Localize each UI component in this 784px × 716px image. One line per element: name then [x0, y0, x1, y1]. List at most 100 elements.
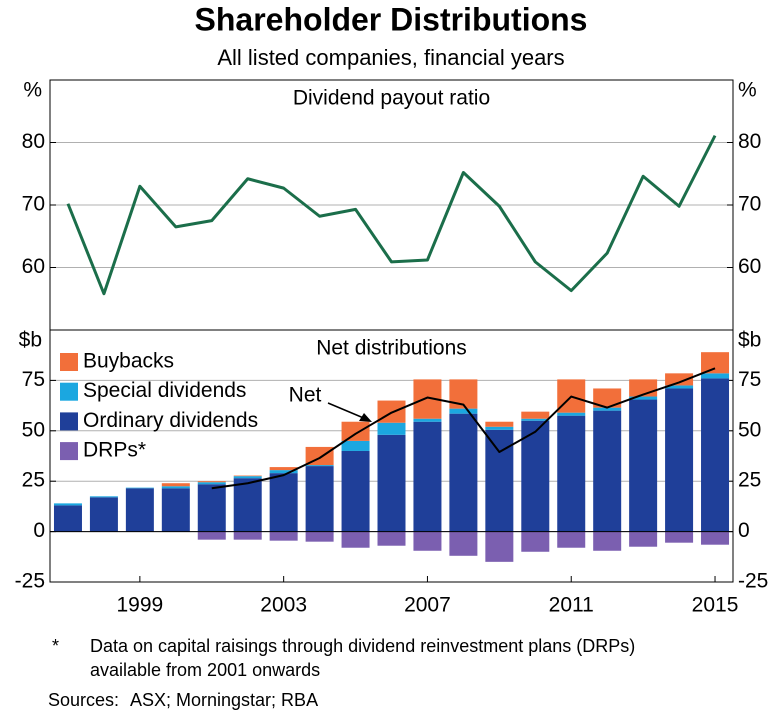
- footnote-marker: *: [52, 636, 59, 656]
- bar-segment: [593, 407, 622, 411]
- bar-segment: [53, 505, 82, 532]
- y2-axis-label: %: [738, 79, 757, 102]
- bar-segment: [269, 473, 298, 532]
- net-annotation: Net: [289, 384, 322, 407]
- bar-segment: [161, 488, 190, 532]
- bar-segment: [449, 531, 478, 556]
- bar-segment: [197, 481, 226, 483]
- plot-frame: [49, 79, 734, 583]
- bar-segment: [665, 531, 694, 543]
- bar-segment: [629, 531, 658, 547]
- bar-segment: [377, 422, 406, 435]
- bar-segment: [593, 531, 622, 551]
- legend-label: Buybacks: [83, 350, 174, 373]
- y2-tick-label: -25: [738, 570, 768, 593]
- bar-segment: [701, 352, 730, 374]
- bar-segment: [125, 487, 154, 489]
- footnote-text: Data on capital raisings through dividen…: [90, 636, 635, 656]
- bar-segment: [197, 482, 226, 485]
- bar-segment: [485, 426, 514, 430]
- legend-swatch: [60, 442, 78, 461]
- y-axis-label: $b: [19, 329, 42, 352]
- bar-segment: [485, 421, 514, 427]
- bar-segment: [521, 418, 550, 421]
- bar-segment: [701, 378, 730, 532]
- bar-segment: [233, 475, 262, 477]
- bar-segment: [197, 531, 226, 540]
- bar-segment: [161, 486, 190, 489]
- legend-label: Special dividends: [83, 379, 246, 402]
- bar-segment: [665, 388, 694, 532]
- y2-tick-label: 80: [738, 130, 761, 153]
- bar-segment: [521, 411, 550, 419]
- bar-segment: [341, 440, 370, 451]
- bar-segment: [629, 399, 658, 532]
- bar-segment: [665, 373, 694, 386]
- data-line: [211, 367, 716, 490]
- annotation-arrowhead: [359, 413, 372, 422]
- bar-segment: [89, 497, 118, 532]
- bar-segment: [485, 531, 514, 562]
- x-tick-label: 2011: [549, 594, 594, 617]
- bar-segment: [305, 531, 334, 542]
- bar-segment: [701, 373, 730, 379]
- bar-segment: [521, 531, 550, 552]
- legend-label: Ordinary dividends: [83, 409, 258, 432]
- y-axis-label: %: [23, 79, 42, 102]
- bar-segment: [341, 531, 370, 548]
- bar-segment: [449, 408, 478, 414]
- legend-swatch: [60, 353, 78, 371]
- bar-segment: [269, 467, 298, 471]
- bar-segment: [485, 429, 514, 532]
- bar-segment: [629, 396, 658, 400]
- y2-axis-label: $b: [738, 329, 761, 352]
- bar-segment: [233, 531, 262, 540]
- bar-segment: [125, 488, 154, 532]
- x-tick-label: 1999: [117, 594, 164, 617]
- bar-segment: [233, 476, 262, 479]
- y2-tick-label: 0: [738, 519, 750, 542]
- bar-segment: [701, 531, 730, 545]
- bar-segment: [557, 412, 586, 416]
- y-tick-label: 60: [22, 255, 45, 278]
- bar-segment: [53, 503, 82, 506]
- bar-segment: [665, 385, 694, 389]
- bar-segment: [413, 418, 442, 422]
- bar-segment: [305, 466, 334, 532]
- bar-segment: [233, 478, 262, 532]
- y-tick-label: 75: [22, 368, 45, 391]
- chart-title: Shareholder Distributions: [195, 1, 588, 37]
- chart-subtitle: All listed companies, financial years: [217, 45, 564, 70]
- legend-swatch: [60, 382, 78, 401]
- bar-segment: [377, 434, 406, 532]
- x-tick-label: 2003: [260, 594, 307, 617]
- bar-segment: [341, 450, 370, 532]
- y2-tick-label: 50: [738, 418, 761, 441]
- bar-segment: [521, 420, 550, 532]
- bar-segment: [593, 388, 622, 408]
- sources-label: Sources:: [48, 690, 119, 710]
- y-tick-label: 25: [22, 469, 45, 492]
- panel-title: Net distributions: [316, 337, 467, 360]
- bar-segment: [413, 531, 442, 551]
- y-tick-label: 70: [22, 193, 45, 216]
- footnote-text: available from 2001 onwards: [90, 660, 320, 680]
- bar-segment: [593, 410, 622, 532]
- plot-area: 60 60 70 70 80 80% % Dividend payout ratio -25 -2…: [15, 79, 769, 617]
- y2-tick-label: 70: [738, 193, 761, 216]
- annotation-arrow: [327, 402, 367, 420]
- bar-segment: [269, 531, 298, 541]
- bar-segment: [89, 496, 118, 498]
- legend-label: DRPs*: [83, 439, 146, 462]
- bar-segment: [269, 470, 298, 474]
- y2-tick-label: 25: [738, 469, 761, 492]
- bar-segment: [413, 421, 442, 532]
- data-line: [66, 134, 717, 296]
- y2-tick-label: 75: [738, 368, 761, 391]
- y-tick-label: -25: [15, 570, 45, 593]
- bar-segment: [197, 484, 226, 532]
- y-tick-label: 80: [22, 130, 45, 153]
- bar-segment: [557, 531, 586, 548]
- x-tick-label: 2015: [692, 594, 739, 617]
- y2-tick-label: 60: [738, 255, 761, 278]
